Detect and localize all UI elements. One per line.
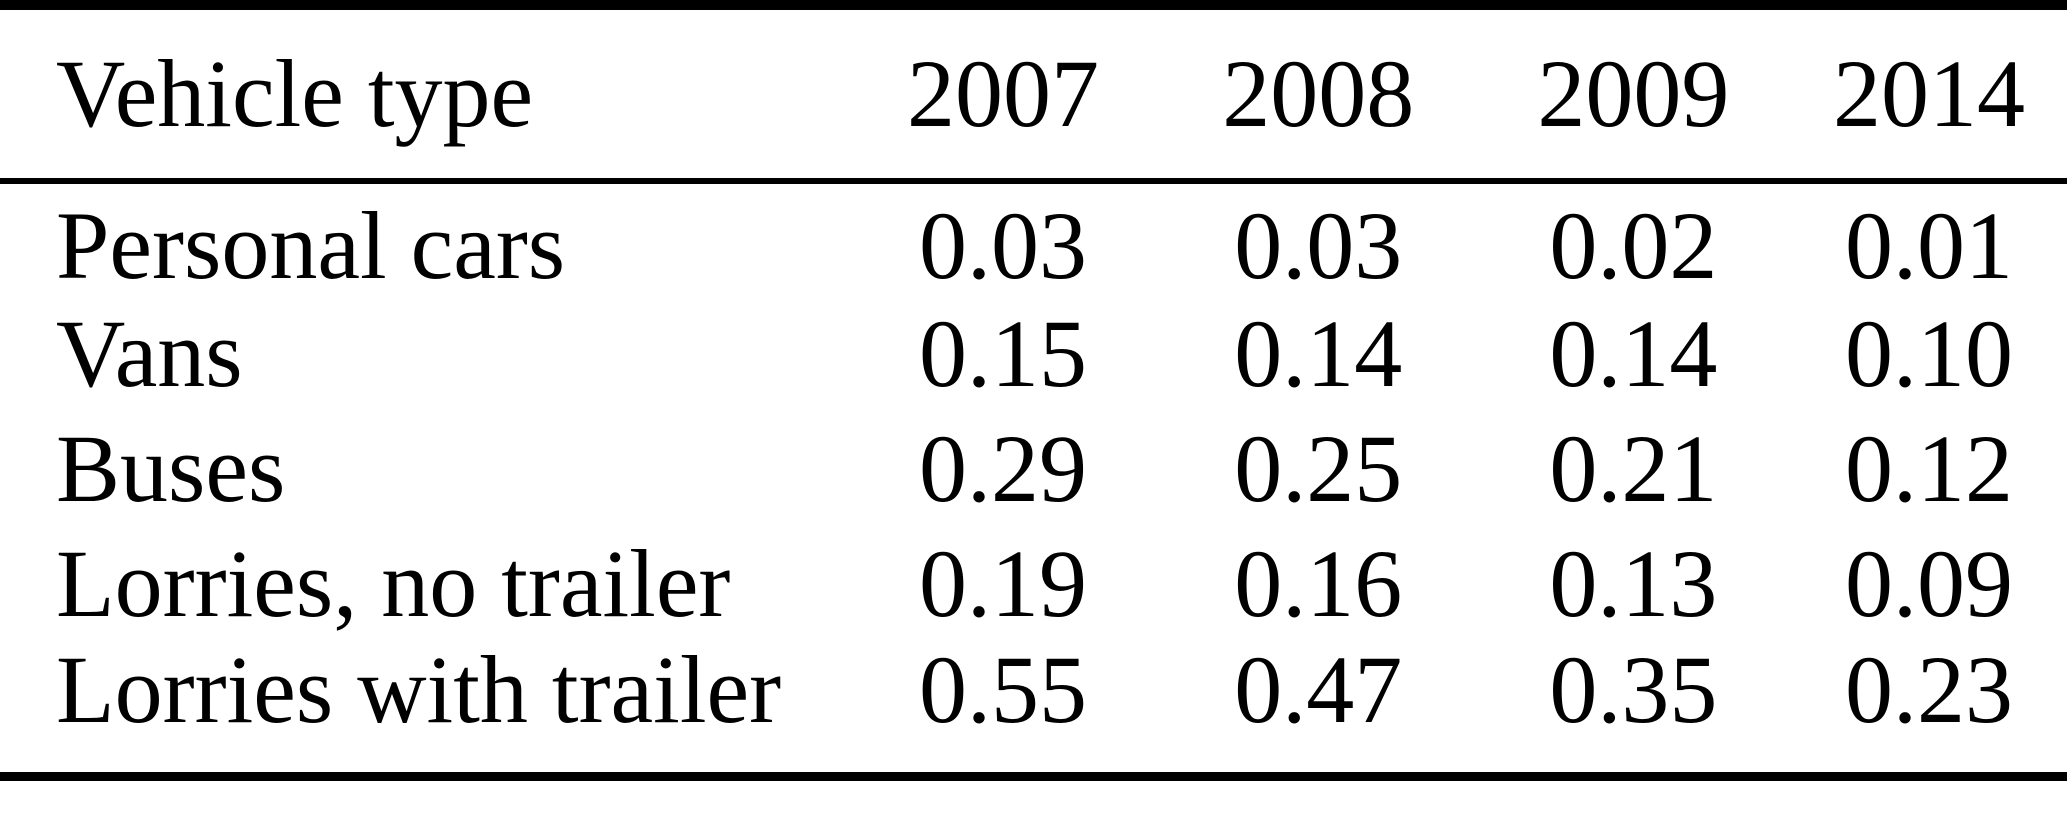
- value-cell: 0.29: [919, 414, 1087, 522]
- row-label: Personal cars: [56, 191, 566, 296]
- row-label: Lorries with trailer: [56, 641, 782, 743]
- value-cell: 0.19: [919, 529, 1087, 637]
- header-cell-vehicle-type: Vehicle type: [0, 5, 846, 184]
- value-cell: 0.02: [1549, 191, 1718, 296]
- value-cell: 0.15: [919, 299, 1087, 407]
- value-cell: 0.13: [1549, 529, 1718, 637]
- table-row-personal-cars: Personal cars 0.03 0.03 0.02 0.01: [0, 181, 2067, 296]
- value-cell: 0.55: [919, 641, 1087, 743]
- vehicle-type-year-table: Vehicle type 2007 2008 2009 2014 Persona…: [0, 0, 2067, 781]
- table-row-lorries-no-trailer: Lorries, no trailer 0.19 0.16 0.13 0.09: [0, 526, 2067, 641]
- table-row-buses: Buses 0.29 0.25 0.21 0.12: [0, 411, 2067, 526]
- value-cell: 0.03: [1234, 191, 1403, 296]
- value-cell: 0.21: [1549, 414, 1718, 522]
- value-cell: 0.23: [1845, 641, 2013, 743]
- header-cell-2009: 2009: [1475, 5, 1792, 184]
- value-cell: 0.03: [919, 191, 1087, 296]
- row-label: Lorries, no trailer: [56, 529, 731, 637]
- header-cell-2008: 2008: [1160, 5, 1476, 184]
- value-cell: 0.14: [1234, 299, 1403, 407]
- header-cell-2014: 2014: [1791, 5, 2067, 184]
- value-cell: 0.35: [1549, 641, 1718, 743]
- table-row-vans: Vans 0.15 0.14 0.14 0.10: [0, 296, 2067, 411]
- header-cell-2007: 2007: [845, 5, 1161, 184]
- value-cell: 0.09: [1845, 529, 2013, 637]
- table-row-lorries-with-trailer: Lorries with trailer 0.55 0.47 0.35 0.23: [0, 641, 2067, 777]
- value-cell: 0.10: [1845, 299, 2013, 407]
- value-cell: 0.12: [1845, 414, 2013, 522]
- value-cell: 0.47: [1234, 641, 1403, 743]
- row-label: Buses: [56, 414, 286, 522]
- table-header-row: Vehicle type 2007 2008 2009 2014: [0, 5, 2067, 184]
- value-cell: 0.16: [1234, 529, 1403, 637]
- value-cell: 0.25: [1234, 414, 1403, 522]
- value-cell: 0.14: [1549, 299, 1718, 407]
- value-cell: 0.01: [1845, 191, 2013, 296]
- row-label: Vans: [56, 299, 243, 407]
